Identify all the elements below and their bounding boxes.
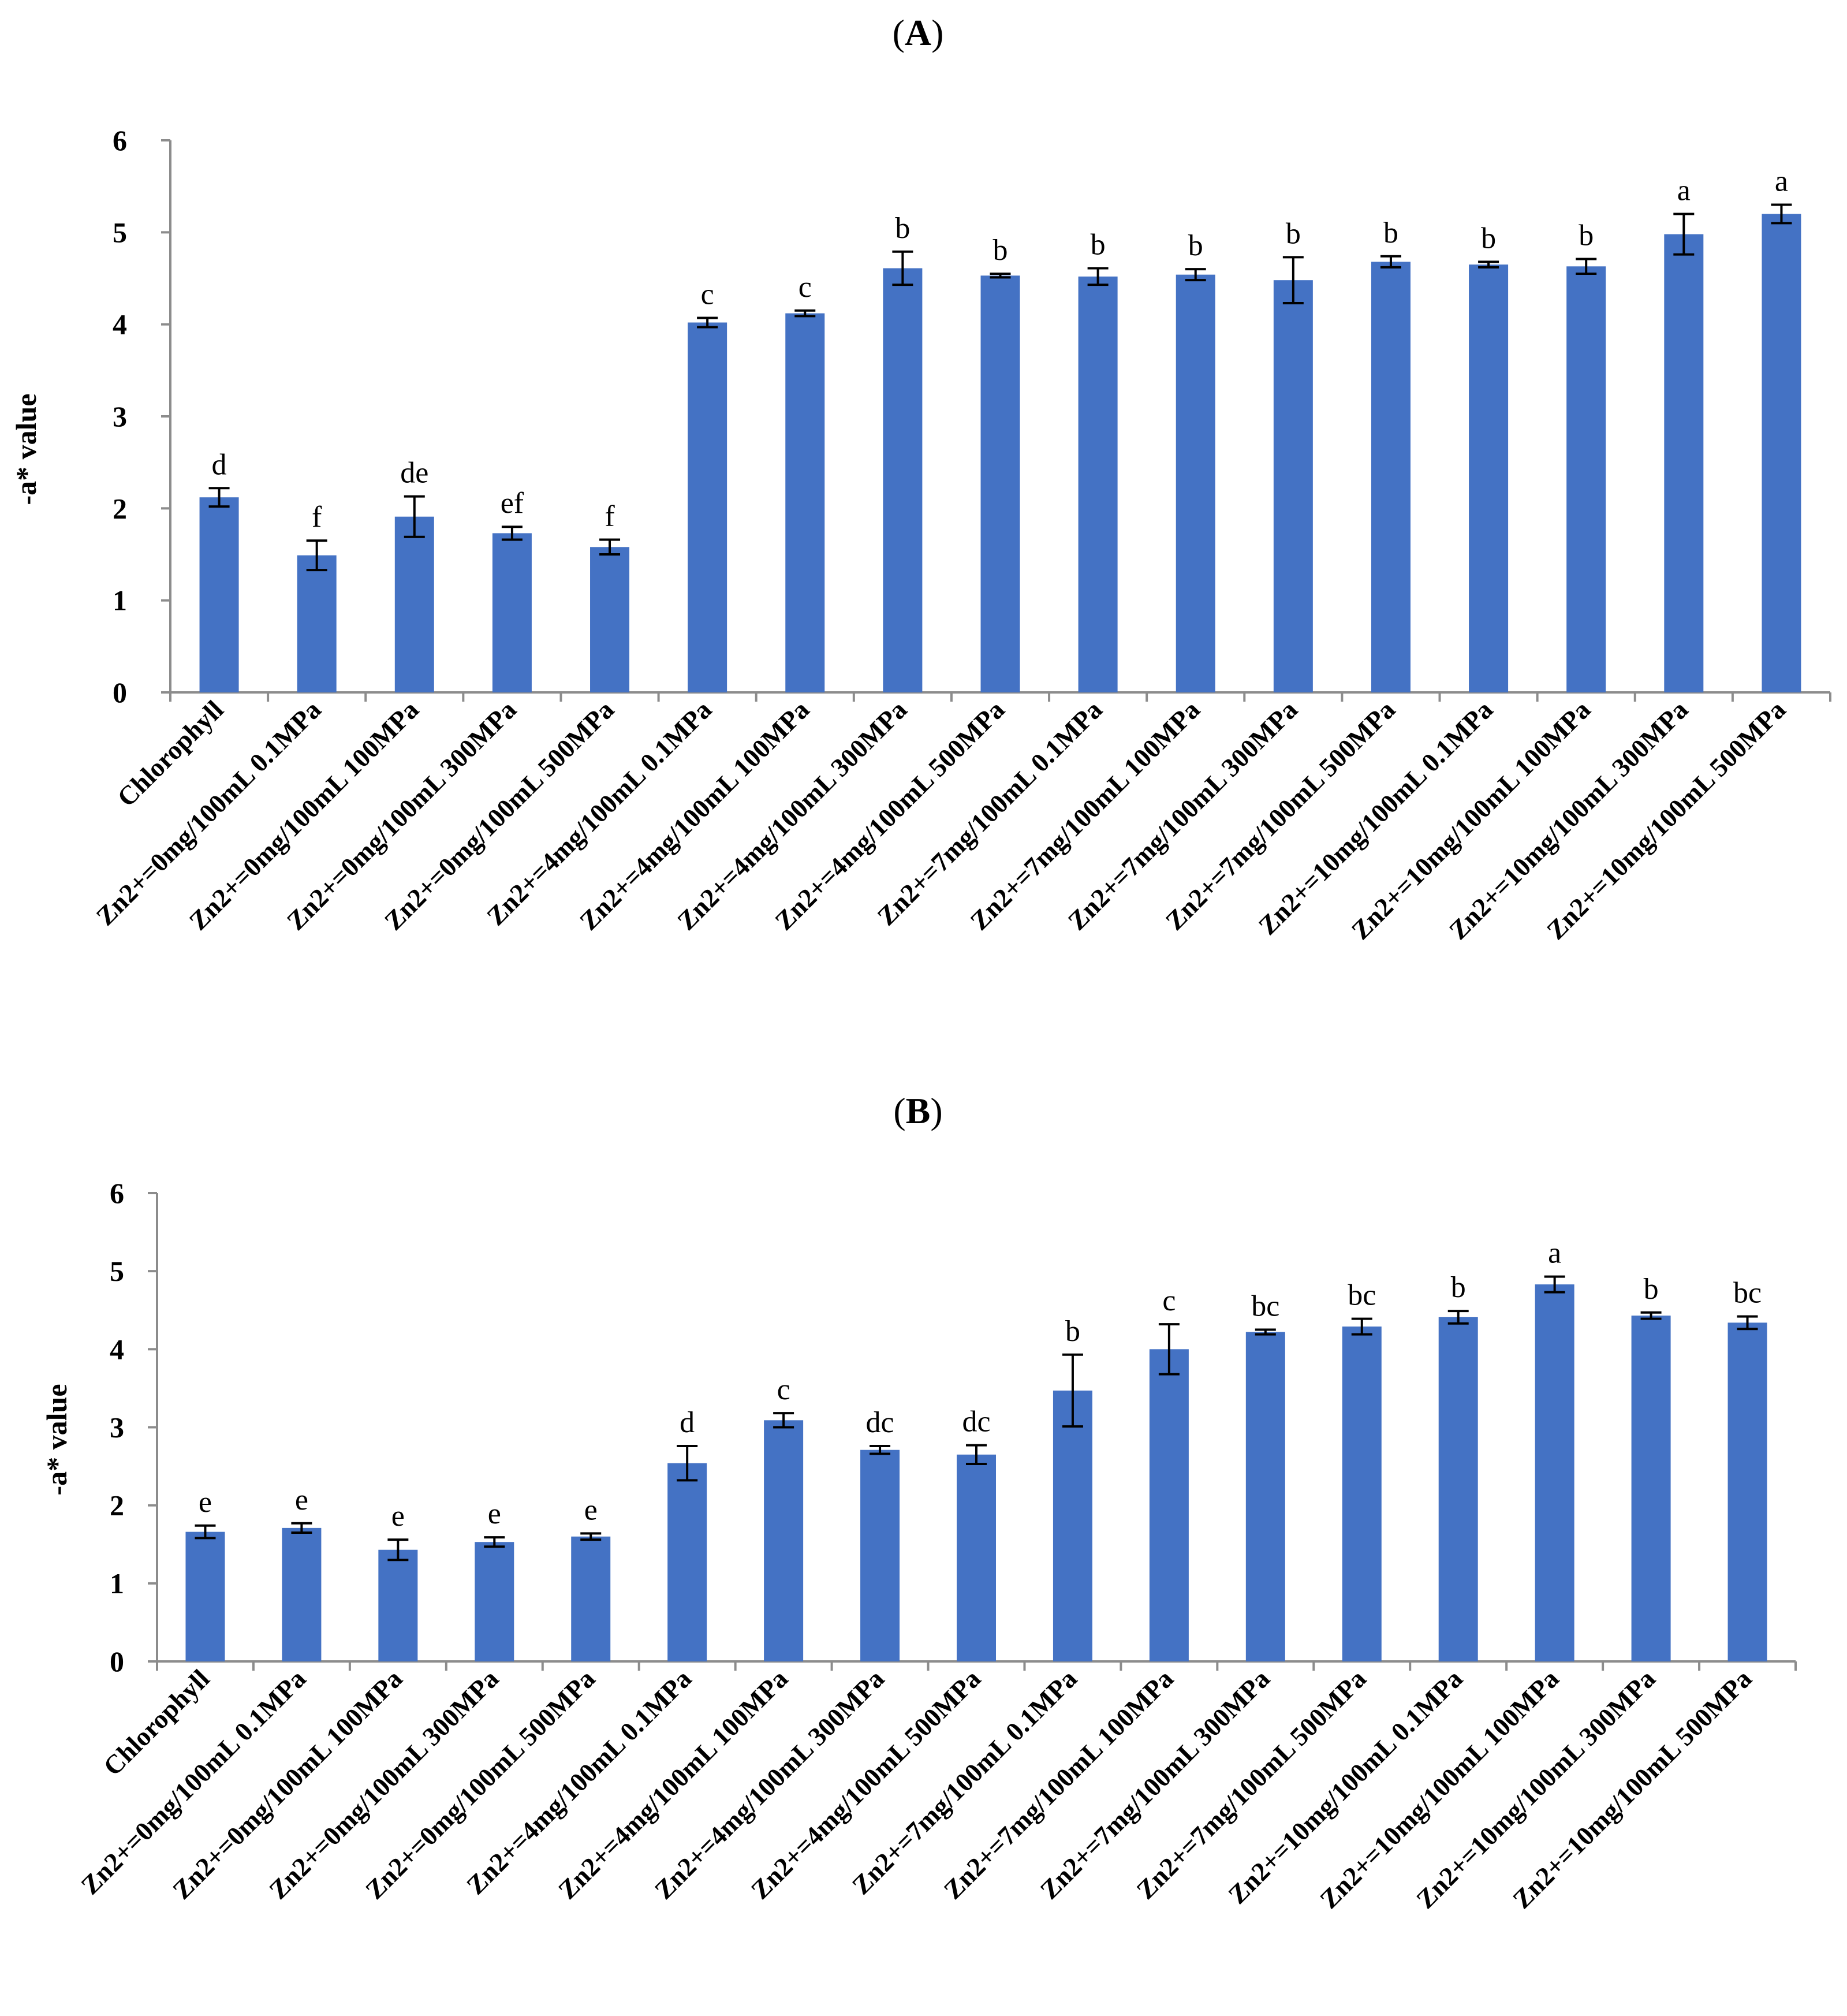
significance-label: b bbox=[1188, 229, 1203, 262]
significance-label: b bbox=[1451, 1271, 1466, 1304]
bar bbox=[1342, 1326, 1382, 1661]
significance-label: de bbox=[400, 457, 428, 490]
significance-label: bc bbox=[1348, 1279, 1376, 1312]
bar bbox=[1727, 1322, 1767, 1661]
bar bbox=[590, 547, 630, 692]
significance-label: bc bbox=[1251, 1290, 1279, 1323]
bar bbox=[860, 1449, 900, 1661]
significance-label: e bbox=[199, 1486, 212, 1519]
bar bbox=[785, 313, 825, 692]
bar bbox=[475, 1542, 514, 1661]
bar bbox=[1535, 1284, 1574, 1661]
significance-label: d bbox=[680, 1406, 695, 1439]
bar bbox=[1273, 280, 1313, 693]
bar bbox=[297, 555, 337, 692]
bar bbox=[282, 1527, 322, 1661]
chart-panel-b: (B) -a* value 0123456eChlorophylleZn2+=0… bbox=[40, 1090, 1797, 1914]
bar bbox=[1469, 264, 1509, 693]
y-tick-label: 0 bbox=[113, 676, 127, 709]
bar bbox=[1566, 266, 1606, 693]
bar bbox=[185, 1531, 225, 1661]
panel-b-bars bbox=[185, 1275, 1767, 1661]
bar bbox=[394, 516, 434, 692]
bar bbox=[957, 1454, 996, 1661]
significance-label: b bbox=[1579, 219, 1594, 252]
bar bbox=[688, 322, 727, 692]
y-tick-label: 5 bbox=[113, 216, 127, 248]
significance-label: dc bbox=[866, 1406, 894, 1439]
significance-label: b bbox=[1091, 228, 1106, 261]
significance-label: f bbox=[605, 500, 615, 533]
y-tick-label: 3 bbox=[110, 1411, 124, 1444]
bar bbox=[1371, 262, 1411, 692]
bar bbox=[571, 1536, 611, 1661]
panel-a-bars bbox=[199, 203, 1801, 693]
bar bbox=[764, 1420, 804, 1661]
y-tick-label: 4 bbox=[110, 1333, 124, 1365]
bar bbox=[1149, 1349, 1189, 1661]
significance-label: b bbox=[1286, 217, 1301, 250]
significance-label: c bbox=[798, 271, 812, 304]
significance-label: e bbox=[488, 1497, 501, 1530]
significance-label: e bbox=[391, 1500, 405, 1533]
significance-label: b bbox=[1383, 217, 1398, 249]
significance-label: c bbox=[1162, 1284, 1176, 1317]
significance-label: e bbox=[584, 1493, 598, 1526]
significance-label: b bbox=[895, 212, 910, 245]
y-tick-label: 2 bbox=[110, 1489, 124, 1522]
panel-a-title: (A) bbox=[893, 12, 944, 53]
significance-label: b bbox=[1065, 1315, 1080, 1348]
bar bbox=[492, 533, 532, 692]
bar bbox=[1176, 274, 1215, 692]
y-tick-label: 6 bbox=[110, 1177, 124, 1209]
y-tick-label: 2 bbox=[113, 492, 127, 524]
significance-label: b bbox=[1481, 222, 1496, 255]
bar bbox=[1664, 234, 1704, 692]
y-tick-label: 5 bbox=[110, 1255, 124, 1287]
significance-label: e bbox=[295, 1484, 308, 1516]
panel-a-y-axis-label: -a* value bbox=[10, 393, 42, 505]
chart-panel-a: (A) -a* value 0123456dChlorophyllfZn2+=0… bbox=[10, 12, 1831, 945]
significance-label: d bbox=[212, 448, 227, 481]
y-tick-label: 1 bbox=[113, 584, 127, 617]
bar bbox=[667, 1463, 707, 1661]
significance-label: c bbox=[777, 1373, 790, 1406]
significance-label: c bbox=[701, 278, 714, 311]
bar bbox=[1762, 214, 1801, 692]
significance-label: bc bbox=[1733, 1277, 1762, 1310]
significance-label: b bbox=[993, 234, 1008, 267]
bar bbox=[980, 275, 1020, 693]
panel-b-y-axis-label: -a* value bbox=[40, 1384, 73, 1495]
bar bbox=[1078, 276, 1118, 692]
bar bbox=[1438, 1317, 1478, 1661]
significance-label: b bbox=[1644, 1273, 1659, 1306]
bar bbox=[1631, 1316, 1671, 1661]
bar bbox=[378, 1549, 418, 1661]
bar bbox=[1245, 1332, 1285, 1661]
panel-b-title: (B) bbox=[893, 1090, 942, 1131]
y-tick-label: 0 bbox=[110, 1645, 124, 1678]
bar bbox=[1053, 1390, 1092, 1661]
y-tick-label: 1 bbox=[110, 1567, 124, 1600]
y-tick-label: 6 bbox=[113, 124, 127, 156]
significance-label: f bbox=[312, 501, 322, 534]
significance-label: a bbox=[1677, 174, 1691, 207]
significance-label: a bbox=[1775, 165, 1788, 198]
bar bbox=[883, 268, 923, 692]
bar bbox=[199, 497, 239, 692]
y-tick-label: 3 bbox=[113, 400, 127, 433]
significance-label: dc bbox=[962, 1406, 990, 1439]
significance-label: ef bbox=[501, 487, 524, 520]
y-tick-label: 4 bbox=[113, 308, 127, 341]
significance-label: a bbox=[1548, 1237, 1561, 1270]
